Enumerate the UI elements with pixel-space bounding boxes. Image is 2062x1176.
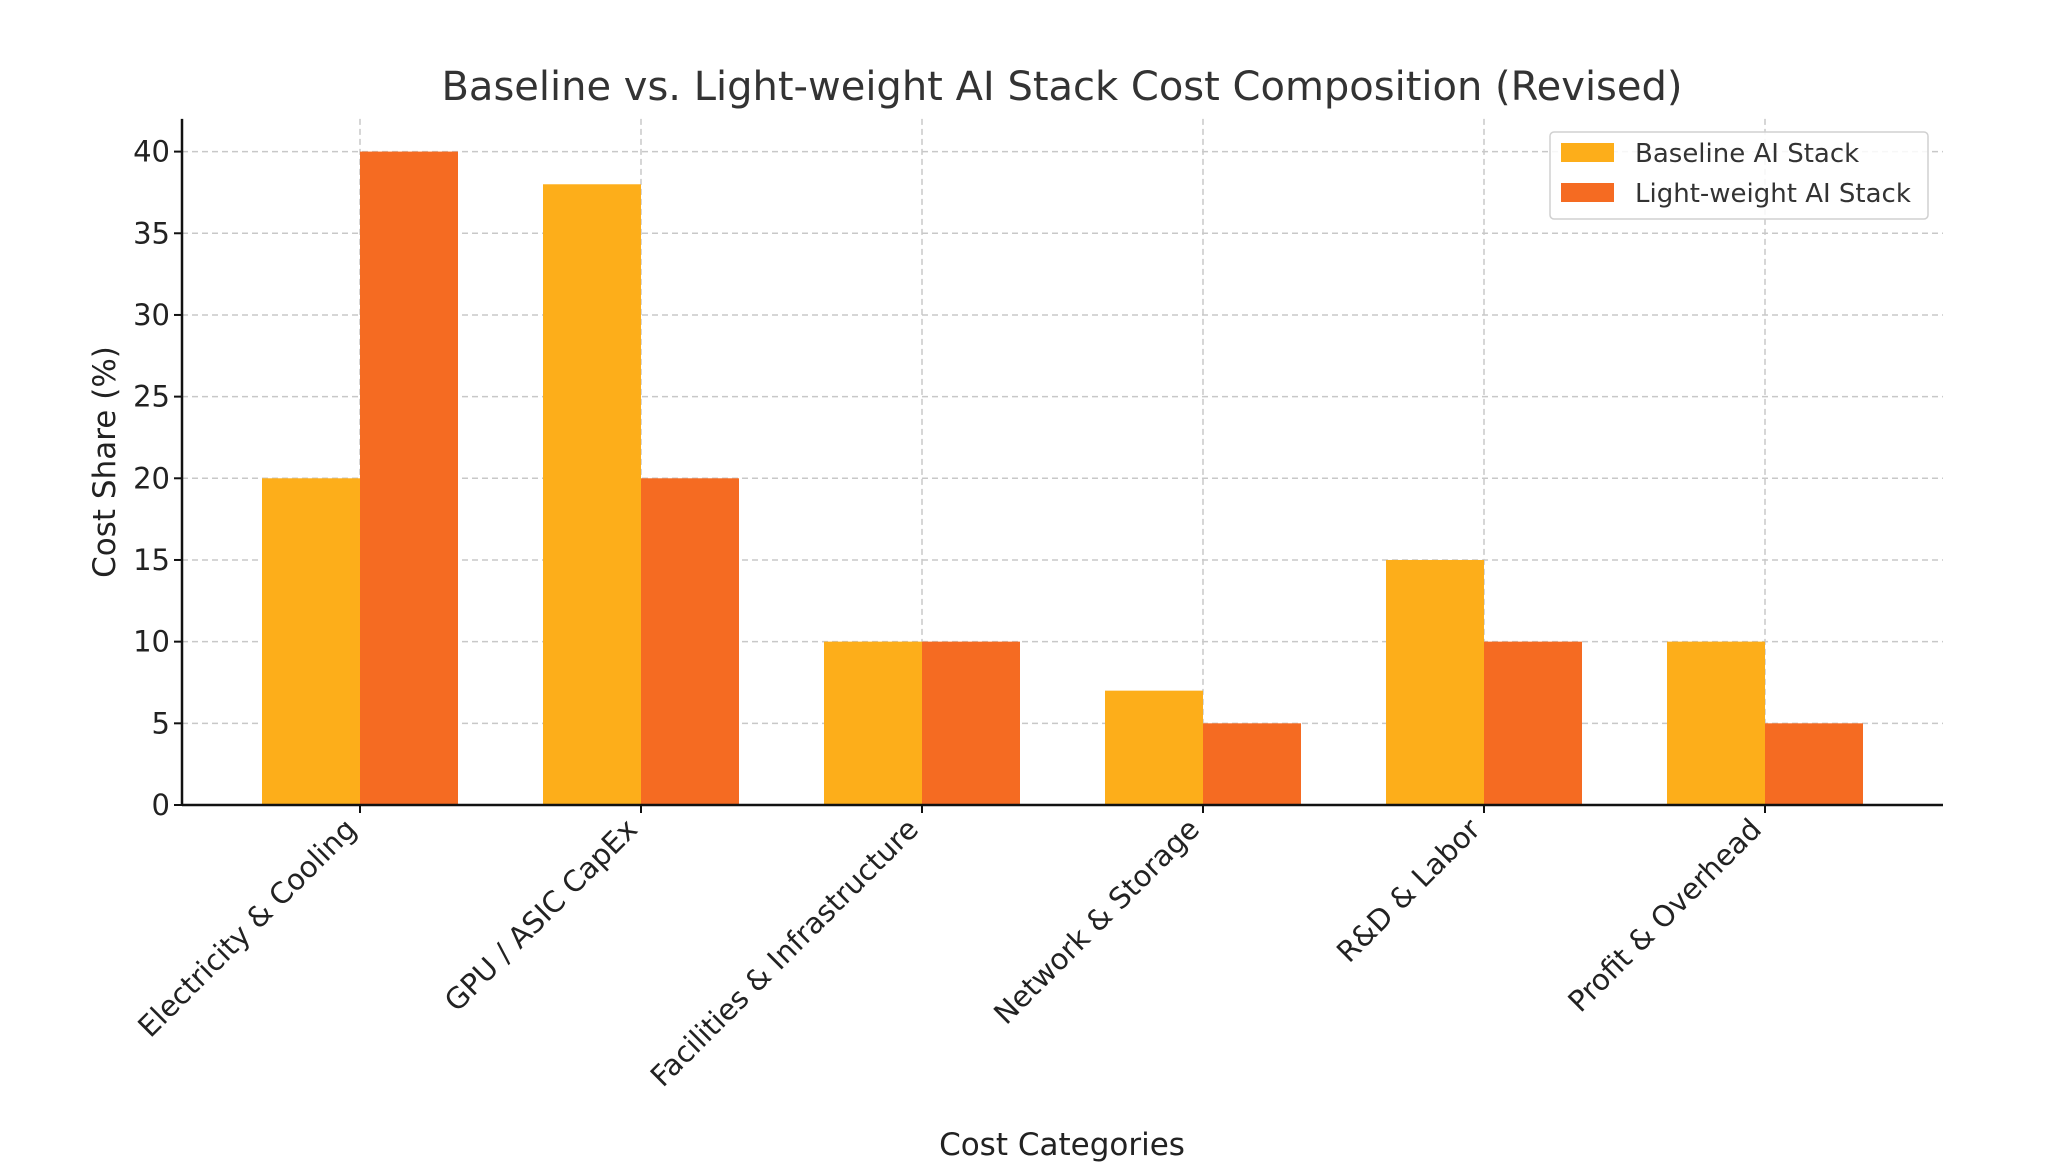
bar-baseline (1667, 641, 1765, 805)
y-tick-label: 5 (152, 706, 170, 740)
bar-light-weight (641, 478, 739, 805)
x-category-label: GPU / ASIC CapEx (438, 812, 644, 1018)
bar-baseline (824, 641, 922, 805)
y-tick-label: 15 (133, 543, 170, 577)
y-tick-label: 0 (152, 788, 170, 822)
x-category-label: Electricity & Cooling (131, 812, 363, 1044)
y-tick-label: 35 (133, 216, 170, 250)
legend: Baseline AI Stack Light-weight AI Stack (1549, 131, 1929, 220)
y-tick-label: 30 (133, 298, 170, 332)
bar-baseline (1105, 690, 1203, 805)
bar-light-weight (922, 641, 1020, 805)
x-category-label: Network & Storage (987, 812, 1206, 1031)
x-ticks: Electricity & Cooling GPU / ASIC CapEx Fac… (131, 805, 1768, 1093)
bar-baseline (1386, 559, 1484, 805)
y-tick-label: 20 (133, 461, 170, 495)
bar-baseline (262, 478, 360, 805)
x-category-label: Facilities & Infrastructure (644, 812, 925, 1093)
legend-label-baseline: Baseline AI Stack (1635, 139, 1859, 169)
y-tick-label: 10 (133, 625, 170, 659)
x-category-label: R&D & Labor (1330, 812, 1487, 969)
bar-light-weight (360, 151, 458, 806)
chart-title: Baseline vs. Light-weight AI Stack Cost … (441, 64, 1682, 110)
y-tick-label: 25 (133, 380, 170, 414)
bar-light-weight (1765, 723, 1863, 805)
y-axis-label: Cost Share (%) (87, 346, 123, 578)
legend-frame (1549, 131, 1929, 220)
y-tick-label: 40 (133, 135, 170, 169)
legend-swatch-light-weight (1561, 183, 1614, 202)
bar-baseline (543, 184, 641, 805)
x-axis-label: Cost Categories (939, 1127, 1185, 1163)
bars (262, 151, 1863, 806)
y-ticks: 0 5 10 15 20 25 30 35 40 (133, 135, 182, 822)
x-category-label: Profit & Overhead (1561, 812, 1768, 1019)
bar-light-weight (1203, 723, 1301, 805)
bar-light-weight (1484, 641, 1582, 805)
legend-label-light-weight: Light-weight AI Stack (1635, 179, 1911, 209)
legend-swatch-baseline (1561, 143, 1614, 162)
